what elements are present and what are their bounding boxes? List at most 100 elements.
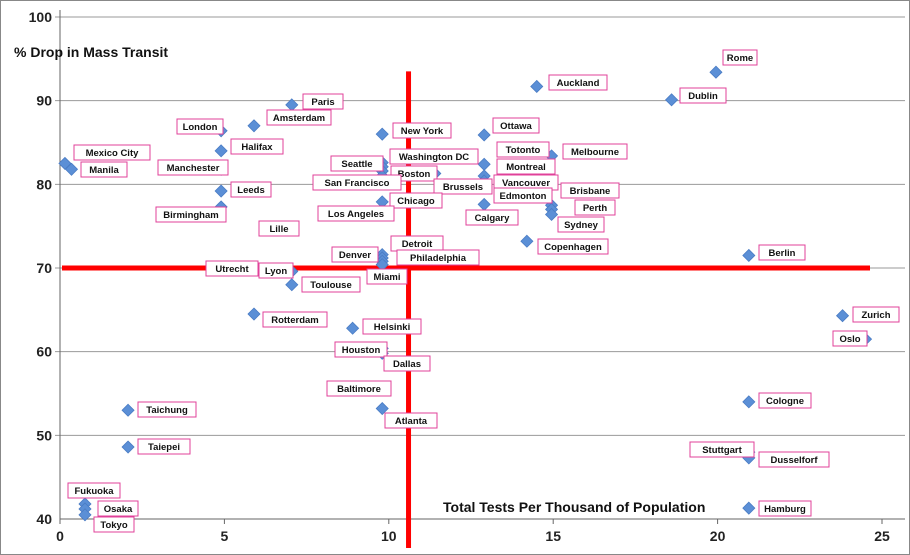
point-label-text: Atlanta (395, 416, 428, 427)
point-label-box (176, 118, 224, 135)
point-label-text: Brussels (443, 182, 483, 193)
point-label-text: Rome (727, 53, 753, 64)
data-point (214, 184, 228, 198)
x-tick-label: 10 (381, 528, 397, 544)
point-label-text: Los Angeles (328, 209, 384, 220)
point-label: Osaka (97, 500, 139, 517)
point-label-text: Taiepei (148, 442, 180, 453)
point-label-text: Houston (342, 345, 381, 356)
point-label: Copenhagen (537, 238, 609, 255)
point-label-box (326, 380, 392, 397)
data-point (544, 207, 559, 222)
point-label-box (205, 260, 259, 277)
point-label: Boston (390, 165, 438, 182)
point-label-text: Fukuoka (74, 486, 114, 497)
point-label: Denver (331, 246, 379, 263)
point-label-text: San Francisco (325, 178, 390, 189)
data-point (247, 119, 261, 133)
point-label-box (157, 159, 229, 176)
data-point (346, 321, 360, 335)
point-label-text: Helsinki (374, 322, 410, 333)
point-label-text: Zurich (861, 310, 890, 321)
data-point (742, 501, 756, 515)
data-point (121, 440, 135, 454)
point-label: Amsterdam (266, 109, 332, 126)
point-label-box (258, 262, 294, 279)
point-label: Taichung (137, 401, 197, 418)
point-label-box (492, 117, 540, 134)
point-label-box (262, 311, 328, 328)
data-point (214, 144, 228, 158)
data-point (742, 395, 756, 409)
point-label-text: Vancouver (502, 178, 550, 189)
data-point (247, 307, 261, 321)
point-label: Toulouse (301, 276, 361, 293)
point-label-box (758, 451, 830, 468)
data-point (520, 234, 534, 248)
point-label: Leeds (230, 181, 272, 198)
x-tick-label: 20 (710, 528, 726, 544)
point-label-box (852, 306, 900, 323)
data-point (477, 128, 491, 142)
point-label-box (722, 49, 758, 66)
point-label-text: Washington DC (399, 152, 469, 163)
point-label-text: Sydney (564, 220, 599, 231)
data-point (709, 65, 723, 79)
point-label-box (230, 138, 284, 155)
point-label: Brisbane (560, 182, 620, 199)
point-label-box (493, 187, 553, 204)
point-label: Berlin (758, 244, 806, 261)
point-label-box (758, 392, 812, 409)
point-label-text: Ottawa (500, 121, 532, 132)
point-label-box (390, 165, 438, 182)
point-label-box (679, 87, 727, 104)
data-point (64, 162, 79, 176)
point-label-text: Amsterdam (273, 113, 325, 124)
point-label-box (137, 401, 197, 418)
point-label: Stuttgart (689, 441, 755, 458)
point-label: Edmonton (493, 187, 553, 204)
point-label: Philadelphia (396, 249, 480, 266)
point-label-box (537, 238, 609, 255)
point-label: Taiepei (137, 438, 191, 455)
y-tick-label: 60 (36, 344, 52, 360)
point-label-box (301, 276, 361, 293)
point-label-text: Detroit (402, 239, 433, 250)
point-label-box (392, 122, 452, 139)
point-label: Halifax (230, 138, 284, 155)
point-label-text: Chicago (397, 196, 435, 207)
data-point (121, 403, 135, 417)
point-label-text: Oslo (839, 334, 860, 345)
point-label-text: Dublin (688, 91, 718, 102)
point-label-text: Melbourne (571, 147, 619, 158)
point-label-text: Manila (89, 165, 119, 176)
point-label: Dallas (383, 355, 431, 372)
point-label: Auckland (548, 74, 608, 91)
point-label: Detroit (390, 235, 444, 252)
point-label: New York (392, 122, 452, 139)
point-label-text: Toulouse (310, 280, 352, 291)
point-label: Utrecht (205, 260, 259, 277)
x-tick-label: 0 (56, 528, 64, 544)
point-label-box (562, 143, 628, 160)
point-label: Oslo (832, 330, 868, 347)
point-label-box (155, 206, 227, 223)
point-label-text: Baltimore (337, 384, 381, 395)
point-label-box (389, 148, 479, 165)
point-label: Tokyo (93, 516, 135, 533)
point-label-text: Boston (398, 169, 431, 180)
data-point (285, 278, 299, 292)
point-label-box (574, 199, 616, 216)
point-label: Atlanta (384, 412, 438, 429)
point-label-text: Birmingham (163, 210, 218, 221)
point-label: Lille (258, 220, 300, 237)
point-label-text: Manchester (167, 163, 220, 174)
point-label-text: Paris (311, 97, 334, 108)
point-label-text: Osaka (104, 504, 133, 515)
point-label-box (832, 330, 868, 347)
point-label: Sydney (557, 216, 605, 233)
point-label: Seattle (330, 155, 384, 172)
point-label: Lyon (258, 262, 294, 279)
point-label: Washington DC (389, 148, 479, 165)
point-label-text: Totonto (506, 145, 541, 156)
